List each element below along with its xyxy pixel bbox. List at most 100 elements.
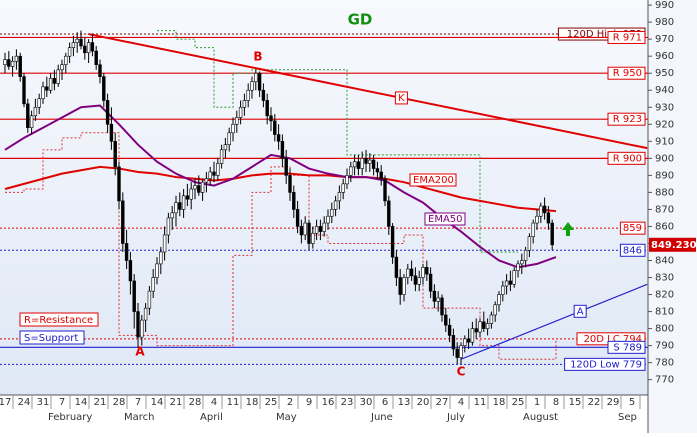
candle-body (428, 273, 433, 292)
month-label: July (446, 412, 465, 423)
x-tick-label: 18 (246, 397, 259, 408)
candle-body (143, 307, 148, 321)
candle-body (432, 290, 437, 302)
y-tick-label: 880 (655, 187, 674, 198)
level-label: R 900 (613, 153, 642, 164)
x-tick-label: 20 (417, 397, 430, 408)
candle-body (223, 144, 228, 151)
candle-body (265, 100, 269, 117)
candle-body (539, 205, 543, 217)
candle-body (330, 209, 334, 217)
x-tick-label: 11 (227, 397, 240, 408)
x-tick-label: 29 (607, 397, 620, 408)
candle-body (352, 161, 357, 168)
y-tick-label: 910 (655, 136, 674, 147)
candle-body (246, 89, 250, 101)
x-tick-label: 27 (436, 397, 449, 408)
candle-body (269, 115, 273, 122)
candle-body (33, 106, 38, 117)
candle-body (75, 38, 79, 43)
candle-body (227, 132, 231, 146)
point-label: C (457, 365, 466, 379)
candle-body (402, 277, 406, 295)
candle-body (455, 348, 459, 358)
candle-body (193, 185, 197, 190)
candle-body (520, 260, 524, 265)
x-tick-label: 7 (59, 397, 65, 408)
chart-title: GD (348, 11, 373, 29)
y-tick-label: 900 (655, 153, 674, 164)
channel-line (5, 132, 557, 360)
candle-body (326, 215, 330, 224)
y-tick-label: 770 (655, 375, 674, 386)
candle-body (22, 76, 26, 105)
note-box (19, 330, 85, 345)
level-box (619, 221, 646, 235)
candle-body (444, 314, 448, 326)
candle-body (508, 280, 513, 285)
candle-body (3, 59, 7, 65)
candle-body (482, 321, 486, 329)
y-tick-label: 920 (655, 119, 674, 130)
y-tick-label: 940 (655, 85, 674, 96)
level-label: S 789 (613, 342, 642, 353)
candle-body (178, 202, 182, 210)
candle-body (440, 297, 444, 316)
month-label: August (523, 412, 558, 423)
candle-body (162, 234, 167, 253)
y-tick-label: 890 (655, 170, 674, 181)
candle-body (197, 185, 201, 193)
candle-body (254, 72, 258, 83)
candle-body (273, 120, 277, 135)
candle-body (303, 222, 307, 236)
y-tick-label: 810 (655, 307, 674, 318)
candle-body (390, 226, 395, 258)
average-line (4, 165, 557, 213)
average-label: EMA200 (413, 175, 454, 186)
candle-body (451, 335, 456, 350)
x-tick-label: 4 (458, 397, 464, 408)
candle-body (311, 232, 315, 244)
candle-body (250, 81, 254, 91)
candle-body (322, 222, 326, 232)
y-tick-label: 990 (655, 0, 674, 11)
candle-body (86, 42, 91, 54)
y-tick-label: 950 (655, 68, 674, 79)
level-box (607, 340, 646, 354)
x-tick-label: 17 (0, 397, 11, 408)
level-box (607, 112, 646, 126)
candle-body (413, 275, 418, 285)
level-label: 20D LC 794 (584, 334, 642, 345)
candle-body (531, 222, 535, 237)
candle-body (459, 345, 463, 358)
candle-body (307, 222, 311, 244)
candle-body (204, 178, 209, 183)
candle-body (375, 168, 380, 173)
candle-body (113, 141, 117, 168)
candle-body (94, 50, 98, 65)
candle-body (166, 217, 171, 236)
candle-body (231, 123, 235, 134)
x-tick-label: 21 (170, 397, 183, 408)
label-box (424, 212, 466, 226)
candle-body (421, 267, 425, 278)
candle-body (489, 314, 494, 324)
trendline-box (394, 91, 408, 105)
candle-body (174, 202, 178, 214)
candle-body (71, 42, 76, 48)
point-label: B (253, 50, 262, 64)
candle-body (216, 163, 220, 176)
level-label: R 950 (613, 68, 642, 79)
x-tick-label: 13 (398, 397, 411, 408)
x-tick-label: 22 (588, 397, 601, 408)
price-box (649, 237, 696, 252)
candle-body (238, 106, 243, 118)
candle-body (478, 321, 482, 333)
point-label: A (135, 345, 145, 359)
candle-body (102, 76, 106, 101)
candle-body (128, 260, 133, 282)
candle-body (48, 78, 53, 91)
trendline-box (573, 304, 587, 318)
candle-body (417, 277, 421, 285)
candle-body (83, 45, 87, 54)
